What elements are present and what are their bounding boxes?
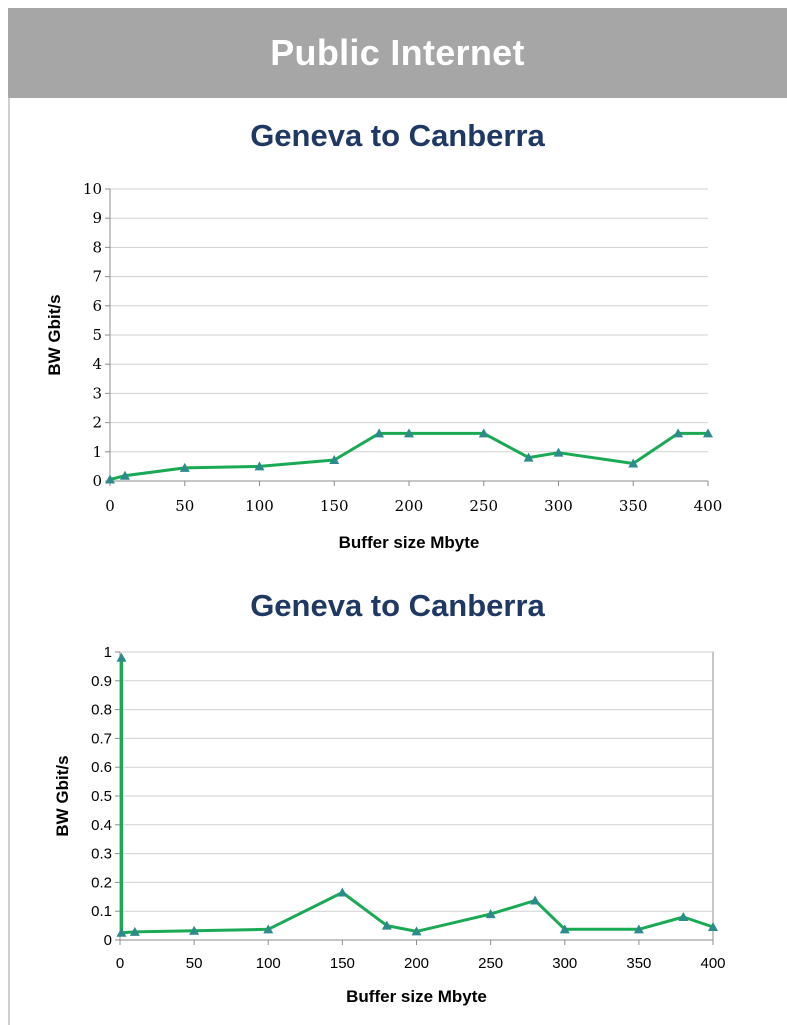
data-point <box>329 454 340 464</box>
x-tick-label: 100 <box>256 955 281 972</box>
y-tick-label: 7 <box>92 268 102 286</box>
data-point <box>633 924 644 934</box>
y-axis-label: BW Gbit/s <box>45 294 64 375</box>
data-point <box>559 924 570 934</box>
content-panel <box>8 98 787 1025</box>
x-tick-label: 0 <box>105 497 115 515</box>
x-tick-label: 250 <box>478 955 503 972</box>
data-point <box>263 924 274 934</box>
x-tick-label: 200 <box>395 497 424 515</box>
data-point <box>404 428 414 438</box>
data-point <box>478 428 489 438</box>
data-point <box>628 458 639 468</box>
x-axis-label: Buffer size Mbyte <box>346 987 487 1006</box>
data-point <box>708 922 718 932</box>
data-point <box>254 461 265 471</box>
y-tick-label: 0.2 <box>91 874 112 891</box>
y-tick-label: 0.4 <box>91 817 112 834</box>
data-point <box>179 462 190 472</box>
x-tick-label: 50 <box>186 955 203 972</box>
data-point <box>129 926 140 936</box>
data-point <box>530 895 541 905</box>
y-tick-label: 2 <box>92 414 102 432</box>
y-tick-label: 0 <box>104 932 112 949</box>
data-point <box>411 926 422 936</box>
x-tick-label: 300 <box>544 497 573 515</box>
data-point <box>553 447 564 457</box>
data-point <box>116 927 127 937</box>
page-title: Public Internet <box>270 32 525 73</box>
y-tick-label: 0.3 <box>91 846 112 863</box>
data-point <box>116 652 127 662</box>
y-tick-label: 0.1 <box>91 903 112 920</box>
y-tick-label: 0.7 <box>91 730 112 747</box>
x-tick-label: 400 <box>694 497 723 515</box>
x-tick-label: 400 <box>700 955 725 972</box>
data-point <box>673 428 684 438</box>
chart-2-title: Geneva to Canberra <box>250 588 545 623</box>
x-tick-label: 350 <box>626 955 651 972</box>
x-tick-label: 150 <box>320 497 349 515</box>
y-tick-label: 1 <box>92 443 102 461</box>
y-tick-label: 3 <box>92 384 102 402</box>
y-tick-label: 0 <box>92 472 102 490</box>
y-tick-label: 6 <box>92 297 102 315</box>
data-point <box>703 428 713 438</box>
y-tick-label: 1 <box>104 644 112 661</box>
data-point <box>523 452 534 462</box>
y-tick-label: 10 <box>83 180 102 198</box>
data-point <box>189 925 200 935</box>
header-bar: Public Internet <box>8 8 787 98</box>
x-axis-label: Buffer size Mbyte <box>339 533 480 552</box>
data-point <box>374 428 385 438</box>
y-tick-label: 0.9 <box>91 673 112 690</box>
y-tick-label: 9 <box>92 209 102 227</box>
x-tick-label: 50 <box>175 497 194 515</box>
data-point <box>678 911 689 921</box>
x-tick-label: 200 <box>404 955 429 972</box>
y-tick-label: 4 <box>92 355 102 373</box>
data-point <box>337 887 348 897</box>
y-tick-label: 5 <box>92 326 102 344</box>
data-point <box>119 470 130 480</box>
series-line <box>120 657 714 935</box>
data-point <box>485 909 496 919</box>
y-tick-label: 8 <box>92 238 102 256</box>
x-tick-label: 250 <box>469 497 498 515</box>
x-tick-label: 0 <box>116 955 124 972</box>
y-tick-label: 0.5 <box>91 788 112 805</box>
data-point <box>381 920 392 930</box>
x-tick-label: 300 <box>552 955 577 972</box>
chart-1-title: Geneva to Canberra <box>250 118 545 153</box>
y-tick-label: 0.6 <box>91 759 112 776</box>
y-axis-label: BW Gbit/s <box>53 755 72 836</box>
y-tick-label: 0.8 <box>91 702 112 719</box>
x-tick-label: 100 <box>245 497 274 515</box>
x-tick-label: 150 <box>330 955 355 972</box>
data-point <box>105 474 115 484</box>
x-tick-label: 350 <box>619 497 648 515</box>
